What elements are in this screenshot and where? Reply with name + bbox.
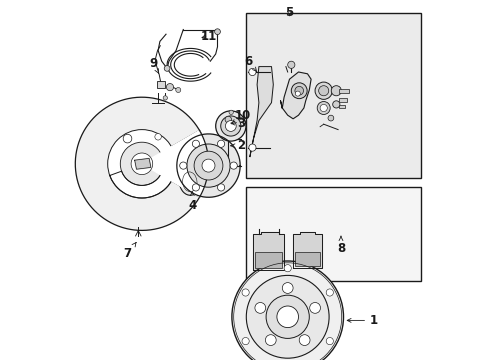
Circle shape <box>214 29 220 35</box>
Circle shape <box>282 283 292 293</box>
Circle shape <box>194 151 223 180</box>
Circle shape <box>317 102 329 114</box>
Circle shape <box>175 87 181 93</box>
Circle shape <box>309 302 320 313</box>
Polygon shape <box>280 72 310 119</box>
Circle shape <box>276 306 298 328</box>
Circle shape <box>325 338 333 345</box>
Polygon shape <box>249 67 273 157</box>
Polygon shape <box>134 158 151 169</box>
Circle shape <box>166 84 173 91</box>
Circle shape <box>332 101 339 108</box>
Circle shape <box>287 61 294 68</box>
Circle shape <box>202 159 215 172</box>
Circle shape <box>225 121 236 131</box>
Text: 11: 11 <box>200 30 216 42</box>
Text: 5: 5 <box>285 6 293 19</box>
Circle shape <box>120 142 163 185</box>
Circle shape <box>186 144 230 187</box>
Circle shape <box>265 335 276 346</box>
Circle shape <box>164 66 170 71</box>
Bar <box>338 89 348 93</box>
Circle shape <box>248 144 256 151</box>
Circle shape <box>242 338 249 345</box>
Bar <box>246 13 420 178</box>
Polygon shape <box>292 232 321 268</box>
Circle shape <box>217 184 224 191</box>
Text: 7: 7 <box>123 242 136 260</box>
Circle shape <box>123 134 132 143</box>
Bar <box>294 252 320 266</box>
Text: 9: 9 <box>149 57 158 73</box>
Text: 4: 4 <box>188 192 196 212</box>
Circle shape <box>242 289 249 296</box>
Circle shape <box>248 68 256 76</box>
Circle shape <box>220 116 241 136</box>
Circle shape <box>295 91 300 96</box>
Circle shape <box>230 162 237 169</box>
Text: 3: 3 <box>230 117 244 130</box>
Polygon shape <box>253 232 284 270</box>
Circle shape <box>314 82 332 99</box>
Text: 6: 6 <box>244 55 256 72</box>
Bar <box>246 187 420 281</box>
Polygon shape <box>109 170 175 198</box>
Circle shape <box>224 116 231 123</box>
Circle shape <box>231 261 343 360</box>
Circle shape <box>179 162 186 169</box>
Circle shape <box>325 289 333 296</box>
Circle shape <box>107 130 176 198</box>
Circle shape <box>284 265 291 272</box>
Circle shape <box>228 110 233 114</box>
Circle shape <box>215 111 245 141</box>
Circle shape <box>131 153 152 175</box>
Circle shape <box>155 134 161 140</box>
Circle shape <box>291 83 306 99</box>
Circle shape <box>192 140 199 147</box>
Ellipse shape <box>179 168 200 195</box>
Bar <box>338 105 345 108</box>
Circle shape <box>318 86 328 96</box>
Circle shape <box>254 302 265 313</box>
Circle shape <box>163 96 167 100</box>
Circle shape <box>327 115 333 121</box>
Circle shape <box>320 104 326 112</box>
Bar <box>255 252 282 268</box>
Text: 10: 10 <box>231 109 250 124</box>
Text: 1: 1 <box>346 314 377 327</box>
Circle shape <box>217 140 224 147</box>
Polygon shape <box>75 97 208 230</box>
Text: 2: 2 <box>230 139 244 152</box>
Circle shape <box>294 86 303 95</box>
Circle shape <box>265 295 309 338</box>
Circle shape <box>299 335 309 346</box>
Text: 8: 8 <box>336 236 345 255</box>
Circle shape <box>330 86 341 96</box>
Polygon shape <box>142 130 208 197</box>
Bar <box>156 81 165 88</box>
Polygon shape <box>177 134 240 197</box>
Circle shape <box>192 184 199 191</box>
Circle shape <box>246 275 328 358</box>
Bar <box>338 98 346 102</box>
